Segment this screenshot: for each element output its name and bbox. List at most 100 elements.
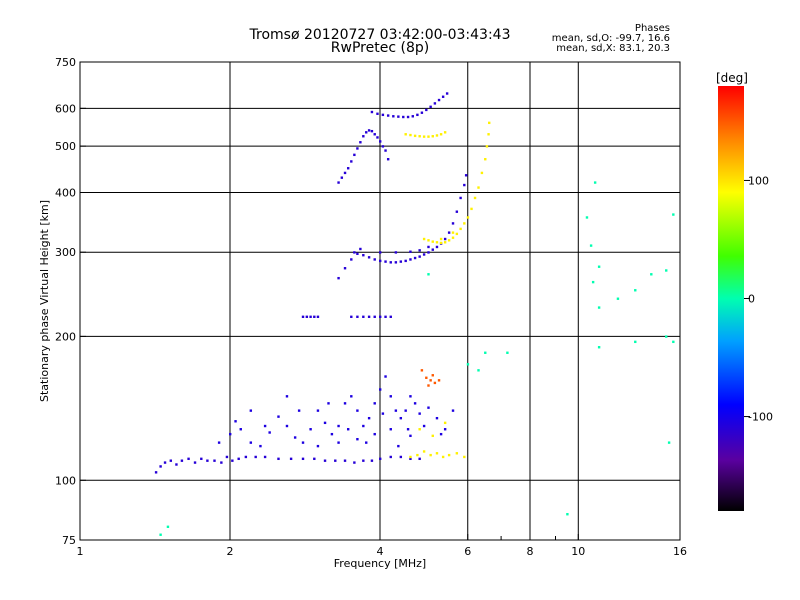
data-points: [154, 92, 675, 536]
data-point: [431, 374, 434, 377]
data-point: [305, 315, 309, 319]
data-point: [373, 315, 376, 319]
data-point: [451, 231, 455, 234]
data-point: [435, 416, 439, 420]
colorbar-ticks: 100 0 -100: [744, 174, 773, 424]
data-point: [389, 455, 392, 459]
data-point: [477, 186, 480, 189]
data-point: [445, 92, 449, 95]
y-axis-ticks: 75 100 200 300 400 500 600 750: [55, 56, 86, 547]
data-point: [418, 428, 421, 431]
data-point: [389, 428, 392, 431]
data-point: [379, 457, 382, 461]
data-point: [455, 452, 459, 455]
y-axis-label: Stationary phase Virtual Height [km]: [38, 200, 51, 402]
data-point: [394, 251, 398, 254]
grid-lines: [80, 62, 680, 540]
data-point: [277, 457, 280, 461]
x-tick-label: 2: [227, 545, 234, 558]
data-point: [323, 421, 327, 425]
data-point: [389, 261, 392, 264]
x-tick-label: 10: [571, 545, 585, 558]
data-point: [634, 340, 637, 344]
data-point: [367, 129, 371, 132]
data-point: [392, 115, 395, 118]
data-point: [418, 135, 421, 138]
data-point: [418, 249, 421, 252]
colorbar: [718, 86, 744, 511]
data-point: [597, 265, 601, 268]
data-point: [422, 237, 426, 241]
data-point: [367, 315, 371, 319]
data-point: [484, 158, 487, 161]
data-point: [437, 98, 441, 102]
data-point: [384, 315, 387, 319]
data-point: [409, 133, 412, 137]
data-point: [289, 457, 293, 461]
data-point: [459, 196, 462, 200]
data-point: [353, 461, 356, 464]
data-point: [435, 241, 439, 244]
colorbar-title: [deg]: [716, 71, 748, 85]
data-point: [484, 351, 487, 354]
data-point: [593, 181, 597, 184]
data-point: [362, 254, 365, 257]
chart-subtitle: RwPretec (8p): [330, 40, 430, 56]
data-point: [404, 133, 407, 136]
data-point: [477, 369, 480, 372]
data-point: [431, 240, 434, 243]
data-point: [437, 379, 441, 382]
data-point: [422, 253, 426, 256]
data-point: [187, 457, 190, 461]
data-point: [585, 216, 589, 219]
data-point: [297, 409, 301, 412]
data-point: [350, 395, 353, 398]
data-point: [597, 306, 601, 309]
data-point: [463, 455, 466, 459]
data-point: [488, 121, 491, 125]
data-point: [316, 409, 320, 412]
data-point: [229, 432, 232, 436]
y-tick-label: 200: [55, 330, 76, 343]
data-point: [451, 236, 455, 239]
data-point: [362, 459, 365, 462]
data-point: [309, 315, 312, 319]
data-point: [411, 115, 414, 118]
data-point: [418, 255, 421, 258]
data-point: [381, 113, 385, 117]
data-point: [389, 315, 392, 319]
data-point: [356, 409, 359, 412]
x-tick-label: 4: [377, 545, 384, 558]
colorbar-tick-label: 0: [748, 293, 755, 306]
data-point: [406, 115, 410, 119]
data-point: [435, 245, 439, 249]
data-point: [404, 259, 407, 263]
data-point: [381, 145, 385, 148]
data-point: [451, 409, 455, 412]
data-point: [301, 315, 305, 319]
data-point: [431, 135, 434, 138]
data-point: [473, 196, 477, 200]
data-point: [443, 421, 447, 425]
data-point: [313, 457, 316, 461]
data-point: [431, 248, 434, 251]
data-point: [370, 459, 374, 462]
data-point: [225, 455, 229, 459]
colorbar-tick-label: -100: [748, 411, 773, 424]
data-point: [330, 432, 334, 436]
data-point: [237, 457, 240, 461]
data-point: [425, 108, 428, 112]
data-point: [433, 381, 437, 385]
data-point: [327, 402, 330, 405]
data-point: [427, 245, 430, 249]
data-point: [309, 428, 312, 431]
phase-o-stats: mean, sd,O: -99.7, 16.6: [551, 33, 670, 44]
data-point: [340, 176, 344, 179]
data-point: [455, 210, 459, 213]
data-point: [443, 237, 447, 241]
data-point: [439, 133, 443, 136]
data-point: [370, 110, 374, 114]
y-tick-label: 100: [55, 474, 76, 487]
data-point: [206, 459, 209, 462]
